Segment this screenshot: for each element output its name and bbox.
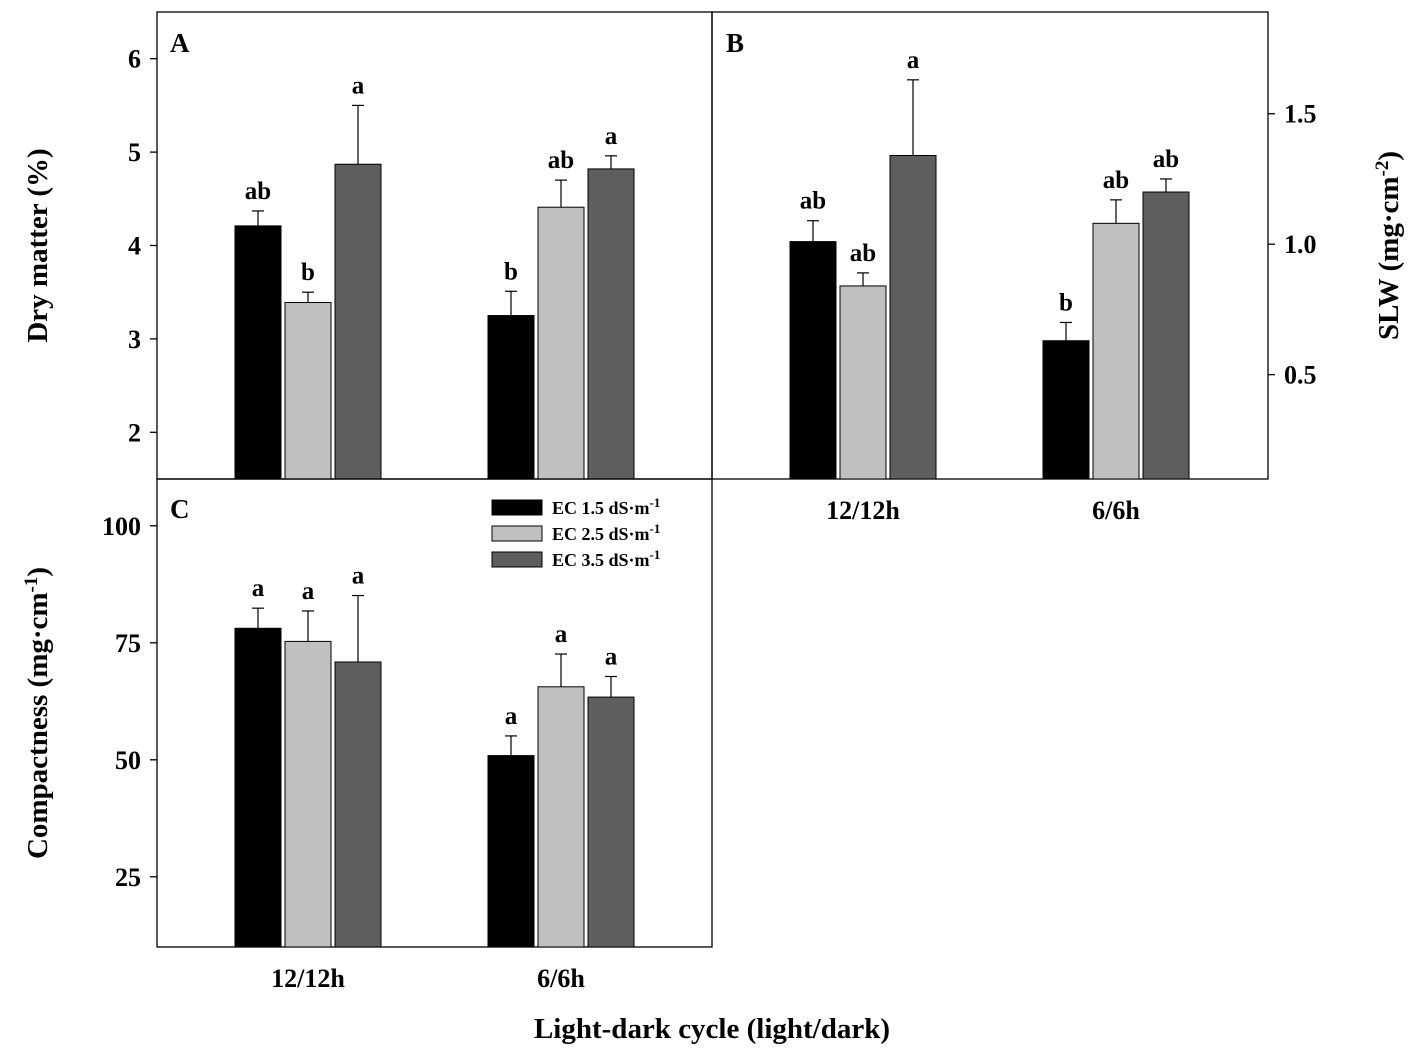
bar	[839, 285, 887, 480]
y-tick-label: 100	[102, 512, 141, 541]
panel-label: C	[170, 494, 190, 524]
bar	[284, 301, 332, 480]
y-tick-label: 75	[115, 629, 141, 658]
legend-swatch	[491, 499, 543, 516]
y-axis-title: SLW (mg·cm-2)	[1372, 151, 1405, 340]
y-tick-label: 5	[128, 138, 141, 167]
legend: EC 1.5 dS·m-1 EC 2.5 dS·m-1 EC 3.5 dS·m-1	[491, 495, 660, 570]
bar	[789, 241, 837, 480]
bar	[537, 206, 585, 480]
bar	[889, 154, 937, 480]
significance-letter: a	[505, 703, 518, 730]
significance-letter: ab	[245, 178, 271, 205]
significance-letter: ab	[1103, 167, 1129, 194]
legend-label: EC 1.5 dS·m-1	[552, 495, 660, 518]
significance-letter: b	[504, 258, 518, 285]
y-axis-title: Compactness (mg·cm-1)	[21, 567, 54, 859]
y-tick-label: 0.5	[1284, 361, 1317, 390]
y-tick-label: 6	[128, 45, 141, 74]
significance-letter: ab	[850, 240, 876, 267]
y-tick-label: 3	[128, 325, 141, 354]
plot-frame	[156, 478, 713, 948]
bar	[487, 315, 535, 480]
significance-letter: a	[352, 72, 365, 99]
plot-frame	[711, 11, 1269, 480]
significance-letter: ab	[548, 147, 574, 174]
bar	[587, 168, 635, 480]
significance-letter: b	[1059, 289, 1073, 316]
significance-letter: a	[907, 47, 920, 74]
y-tick-label: 1.0	[1284, 230, 1317, 259]
panel-c: C 25 50 75 100 Compactness (mg·cm-1) a a a 12/12h…	[21, 478, 713, 993]
bar	[284, 640, 332, 948]
y-axis-title: Dry matter (%)	[22, 148, 54, 342]
x-tick-label: 12/12h	[826, 496, 900, 525]
bar	[1042, 340, 1090, 480]
x-tick-label: 6/6h	[537, 964, 585, 993]
legend-label: EC 3.5 dS·m-1	[552, 547, 660, 570]
significance-letter: a	[352, 563, 365, 590]
x-tick-label: 12/12h	[271, 964, 345, 993]
panel-label: B	[726, 28, 744, 58]
significance-letter: a	[605, 123, 618, 150]
bar	[537, 686, 585, 948]
significance-letter: ab	[1153, 146, 1179, 173]
y-tick-label: 1.5	[1284, 100, 1317, 129]
y-tick-label: 50	[115, 746, 141, 775]
legend-swatch	[491, 525, 543, 542]
significance-letter: ab	[800, 188, 826, 215]
panel-label: A	[170, 28, 190, 58]
y-tick-label: 25	[115, 863, 141, 892]
y-tick-label: 4	[128, 232, 141, 261]
bar	[1092, 222, 1140, 480]
x-tick-label: 6/6h	[1092, 496, 1140, 525]
significance-letter: a	[252, 575, 265, 602]
bar	[234, 225, 282, 480]
bar	[234, 627, 282, 948]
significance-letter: b	[301, 259, 315, 286]
bar	[334, 163, 382, 480]
y-tick-label: 2	[128, 418, 141, 447]
bar	[587, 696, 635, 948]
significance-letter: a	[605, 643, 618, 670]
legend-label: EC 2.5 dS·m-1	[552, 521, 660, 544]
bar	[487, 755, 535, 948]
x-axis-title: Light-dark cycle (light/dark)	[534, 1013, 890, 1045]
bar	[334, 661, 382, 948]
legend-swatch	[491, 551, 543, 568]
bar	[1142, 191, 1190, 480]
significance-letter: a	[555, 621, 568, 648]
significance-letter: a	[302, 578, 315, 605]
